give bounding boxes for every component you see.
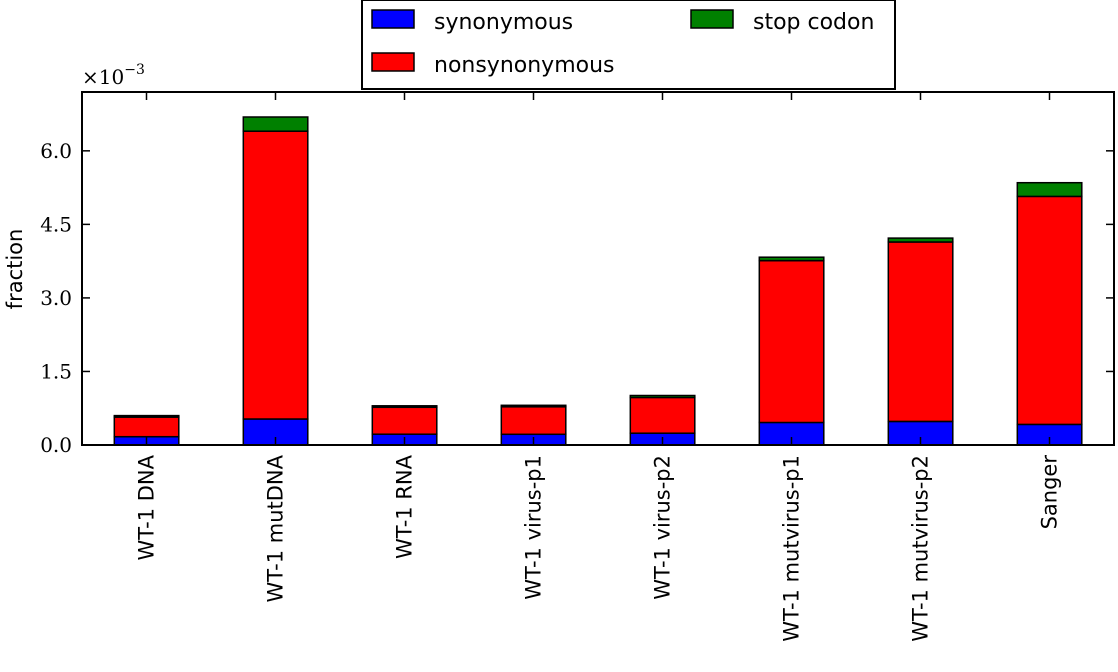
x-tick-label-wt-1-virus-p2: WT-1 virus-p2: [651, 455, 675, 600]
bar-nonsynonymous-wt-1-mutdna: [242, 130, 309, 420]
y-tick-label-3: 4.5: [40, 212, 72, 236]
x-tick-label-wt-1-mutdna: WT-1 mutDNA: [264, 454, 288, 602]
bar-stop-codon-wt-1-dna: [113, 414, 180, 418]
bar-stop-codon-sanger: [1016, 181, 1083, 198]
bar-stop-codon-wt-1-virus-p2: [629, 394, 696, 399]
bar-stop-codon-wt-1-rna: [371, 405, 438, 409]
x-tick-label-wt-1-rna: WT-1 RNA: [393, 454, 417, 559]
bar-stop-codon-wt-1-virus-p1: [500, 404, 567, 408]
bars-group: [113, 116, 1083, 446]
legend-swatch-synonymous: [371, 9, 415, 29]
x-axis-ticks: [145, 92, 1051, 445]
y-tick-labels: 0.0 1.5 3.0 4.5 6.0: [40, 139, 72, 457]
plot-frame: [81, 91, 1115, 446]
bar-nonsynonymous-wt-1-virus-p2: [629, 396, 696, 434]
legend-frame: [361, 0, 896, 90]
bar-stop-codon-wt-1-mutvirus-p1: [758, 256, 825, 262]
x-tick-labels: WT-1 DNA WT-1 mutDNA WT-1 RNA WT-1 virus-p1…: [135, 454, 1062, 641]
x-tick-label-wt-1-virus-p1: WT-1 virus-p1: [522, 455, 546, 600]
legend-label-synonymous: synonymous: [434, 10, 573, 35]
y-axis-multiplier: ×10−3: [82, 62, 145, 89]
x-tick-label-wt-1-mutvirus-p2: WT-1 mutvirus-p2: [909, 455, 933, 642]
y-axis-label: fraction: [3, 229, 27, 310]
legend-label-nonsynonymous: nonsynonymous: [434, 53, 615, 78]
x-tick-label-sanger: Sanger: [1038, 455, 1062, 530]
bar-nonsynonymous-sanger: [1016, 195, 1083, 426]
y-axis-ticks: [82, 150, 1114, 446]
y-tick-label-1: 1.5: [40, 359, 72, 383]
legend-swatch-stop-codon: [690, 9, 734, 29]
x-tick-label-wt-1-dna: WT-1 DNA: [135, 454, 159, 560]
bar-nonsynonymous-wt-1-mutvirus-p1: [758, 259, 825, 424]
y-tick-label-4: 6.0: [40, 139, 72, 163]
x-tick-label-wt-1-mutvirus-p1: WT-1 mutvirus-p1: [780, 455, 804, 642]
bar-nonsynonymous-wt-1-rna: [371, 406, 438, 435]
y-tick-label-0: 0.0: [40, 433, 72, 457]
multiplier-exponent: −3: [124, 62, 145, 78]
bar-nonsynonymous-wt-1-dna: [113, 416, 180, 438]
bar-stop-codon-wt-1-mutdna: [242, 116, 309, 132]
bar-stop-codon-wt-1-mutvirus-p2: [887, 237, 954, 243]
multiplier-base: ×10: [82, 65, 124, 89]
legend: synonymous nonsynonymous stop codon: [361, 0, 896, 90]
bar-nonsynonymous-wt-1-mutvirus-p2: [887, 241, 954, 423]
legend-label-stop-codon: stop codon: [753, 10, 874, 35]
bar-nonsynonymous-wt-1-virus-p1: [500, 406, 567, 436]
legend-swatch-nonsynonymous: [371, 52, 415, 72]
svg-text:×10−3: ×10−3: [82, 62, 145, 89]
y-tick-label-2: 3.0: [40, 286, 72, 310]
